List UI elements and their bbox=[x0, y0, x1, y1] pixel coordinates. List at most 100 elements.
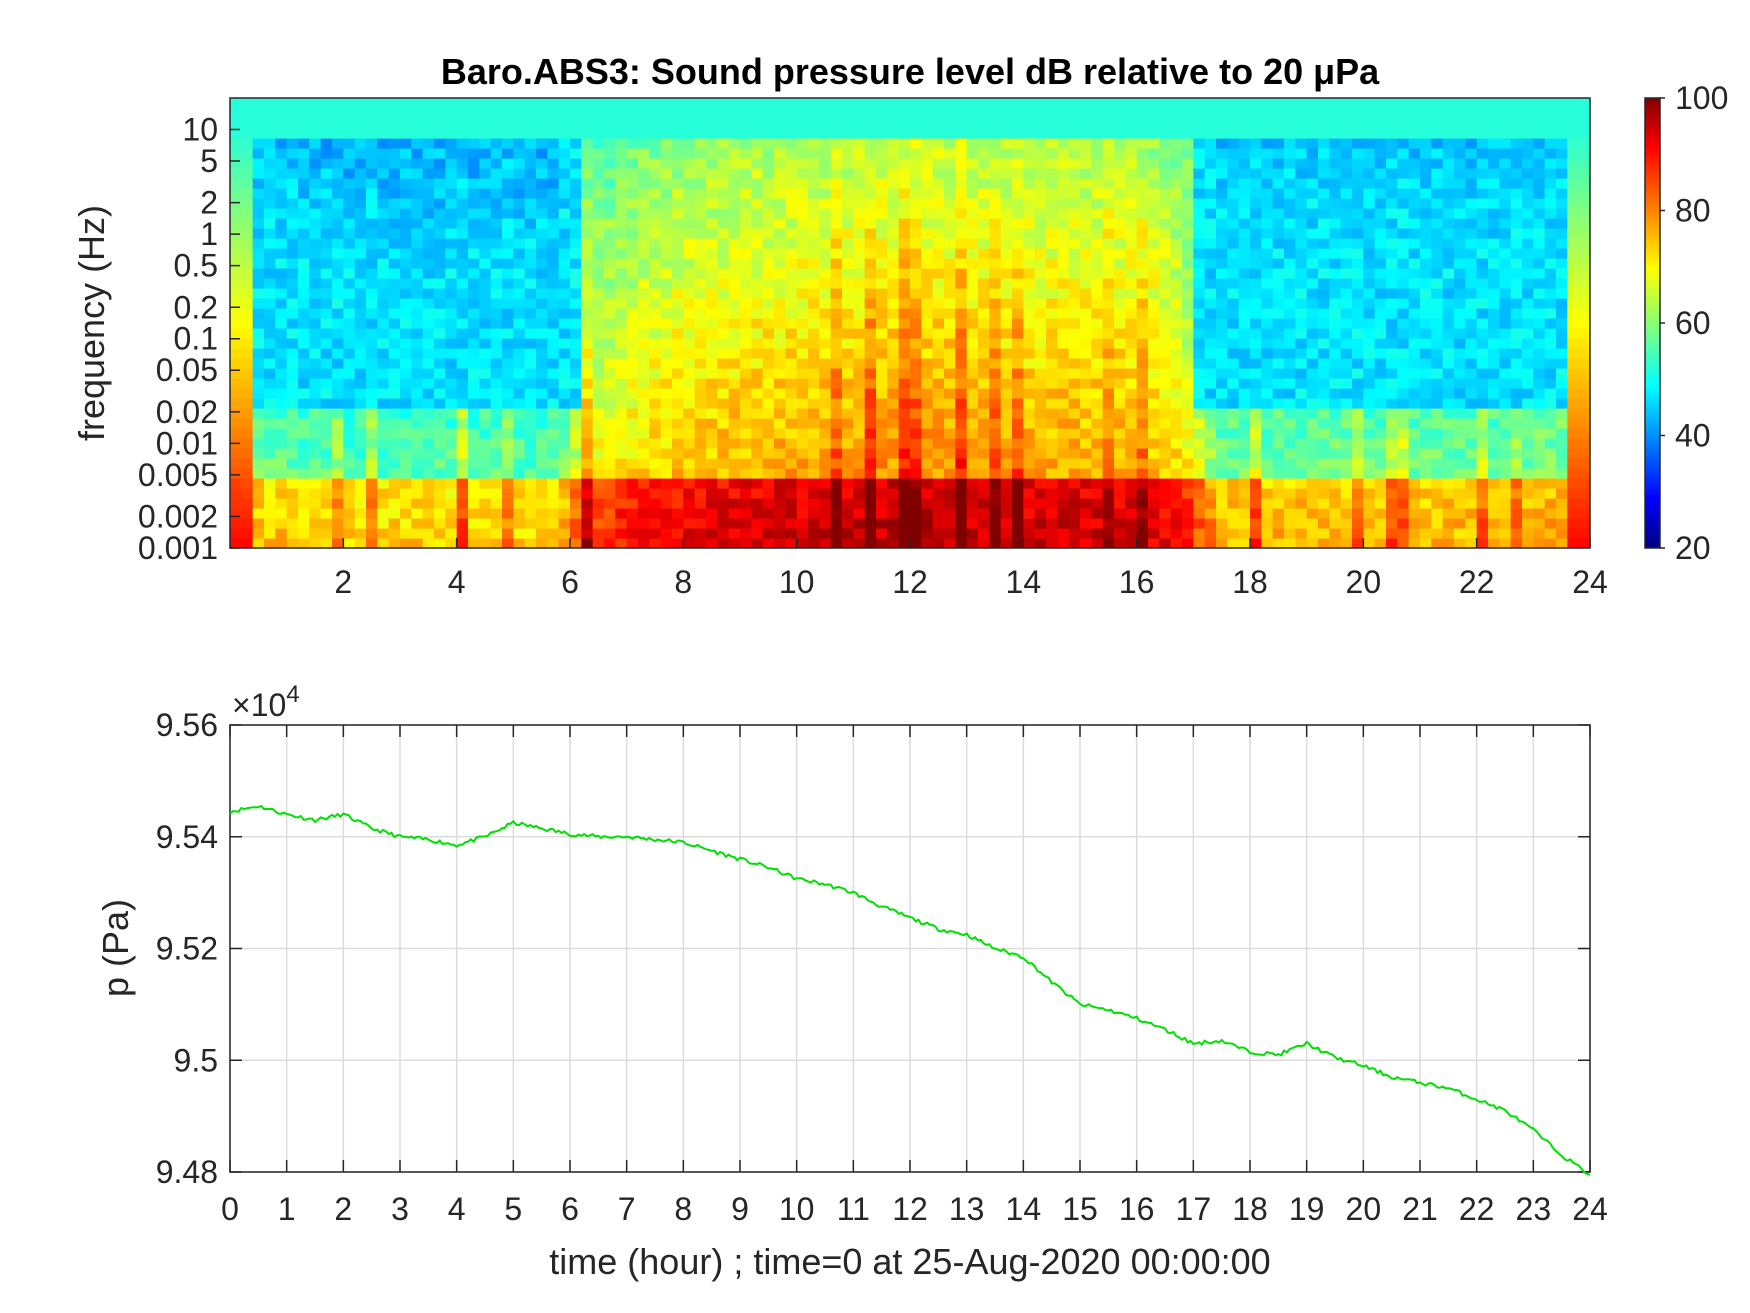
spectrogram-cell bbox=[966, 458, 979, 469]
spectrogram-cell bbox=[1114, 448, 1126, 459]
spectrogram-cell bbox=[264, 278, 276, 289]
spectrogram-cell bbox=[762, 228, 775, 239]
spectrogram-cell bbox=[1420, 378, 1432, 389]
spectrogram-cell bbox=[966, 358, 979, 369]
spectrogram-cell bbox=[1408, 448, 1421, 459]
spectrogram-cell bbox=[706, 148, 718, 159]
spectrogram-cell bbox=[1374, 208, 1387, 219]
spectrogram-cell bbox=[1057, 468, 1070, 479]
spectrogram-cell bbox=[1102, 108, 1115, 119]
spectrogram-cell bbox=[1125, 298, 1138, 309]
spectrogram-cell bbox=[944, 488, 956, 499]
spectrogram-cell bbox=[717, 98, 730, 109]
spectrogram-cell bbox=[1023, 108, 1036, 119]
spectrogram-cell bbox=[1250, 458, 1262, 469]
spectrogram-cell bbox=[434, 218, 446, 229]
spectrogram-cell bbox=[434, 168, 446, 179]
spectrogram-cell bbox=[1465, 518, 1478, 529]
spectrogram-cell bbox=[581, 278, 594, 289]
spectrogram-cell bbox=[1000, 338, 1013, 349]
spectrogram-cell bbox=[354, 508, 367, 519]
spectrogram-cell bbox=[275, 358, 288, 369]
spectrogram-cell bbox=[1431, 258, 1444, 269]
spectrogram-cell bbox=[1397, 438, 1410, 449]
spectrogram-cell bbox=[1238, 148, 1251, 159]
spectrogram-cell bbox=[1352, 288, 1364, 299]
spectrogram-cell bbox=[842, 238, 854, 249]
spectrogram-cell bbox=[1261, 538, 1274, 548]
spectrogram-cell bbox=[1136, 398, 1149, 409]
spectrogram-cell bbox=[649, 138, 662, 149]
spectrogram-cell bbox=[1272, 148, 1285, 159]
spectrogram-cell bbox=[1386, 108, 1398, 119]
spectrogram-cell bbox=[887, 498, 900, 509]
spectrogram-cell bbox=[842, 288, 854, 299]
spectrogram-cell bbox=[921, 268, 934, 279]
spectrogram-cell bbox=[853, 228, 866, 239]
spectrogram-cell bbox=[672, 538, 684, 548]
spectrogram-cell bbox=[298, 268, 310, 279]
spectrogram-cell bbox=[626, 348, 639, 359]
spectrogram-cell bbox=[1193, 138, 1206, 149]
spectrogram-cell bbox=[536, 338, 548, 349]
spectrogram-cell bbox=[1352, 428, 1364, 439]
spectrogram-cell bbox=[808, 308, 820, 319]
spectrogram-cell bbox=[502, 188, 514, 199]
spectrogram-cell bbox=[422, 288, 435, 299]
spectrogram-title: Baro.ABS3: Sound pressure level dB relat… bbox=[441, 51, 1380, 92]
spectrogram-cell bbox=[536, 298, 548, 309]
spectrogram-cell bbox=[1374, 348, 1387, 359]
spectrogram-cell bbox=[513, 138, 526, 149]
spectrogram-cell bbox=[1080, 288, 1092, 299]
spectrogram-cell bbox=[1080, 368, 1092, 379]
spectrogram-cell bbox=[1080, 408, 1092, 419]
spectrogram-cell bbox=[1080, 418, 1092, 429]
spectrogram-cell bbox=[377, 488, 390, 499]
spectrogram-cell bbox=[1125, 468, 1138, 479]
spectrogram-cell bbox=[808, 158, 820, 169]
spectrogram-cell bbox=[864, 378, 877, 389]
spectrogram-cell bbox=[241, 358, 254, 369]
spectrogram-cell bbox=[830, 528, 843, 539]
spectrogram-cell bbox=[502, 198, 514, 209]
spectrogram-cell bbox=[1374, 298, 1387, 309]
spectrogram-cell bbox=[536, 208, 548, 219]
spectrogram-cell bbox=[411, 238, 424, 249]
spectrogram-cell bbox=[1340, 118, 1353, 129]
spectrogram-cell bbox=[241, 268, 254, 279]
spectrogram-cell bbox=[921, 458, 934, 469]
spectrogram-cell bbox=[1136, 508, 1149, 519]
spectrogram-cell bbox=[1363, 268, 1376, 279]
spectrogram-cell bbox=[1057, 348, 1070, 359]
spectrogram-cell bbox=[434, 428, 446, 439]
spectrogram-cell bbox=[354, 468, 367, 479]
spectrogram-cell bbox=[1046, 468, 1058, 479]
spectrogram-cell bbox=[570, 138, 582, 149]
spectrogram-cell bbox=[1012, 388, 1024, 399]
spectrogram-cell bbox=[1091, 278, 1104, 289]
spectrogram-cell bbox=[819, 488, 832, 499]
spectrogram-cell bbox=[989, 258, 1002, 269]
spectrogram-cell bbox=[547, 488, 560, 499]
spectrogram-cell bbox=[1408, 388, 1421, 399]
spectrogram-cell bbox=[728, 268, 741, 279]
spectrogram-cell bbox=[1476, 318, 1489, 329]
spectrogram-cell bbox=[978, 508, 990, 519]
spectrogram-cell bbox=[762, 528, 775, 539]
spectrogram-cell bbox=[660, 178, 673, 189]
spectrogram-cell bbox=[615, 148, 628, 159]
spectrogram-cell bbox=[932, 178, 945, 189]
spectrogram-cell bbox=[1170, 138, 1183, 149]
spectrogram-cell bbox=[1102, 118, 1115, 129]
spectrogram-cell bbox=[1329, 278, 1342, 289]
spectrogram-cell bbox=[898, 268, 911, 279]
spectrogram-cell bbox=[978, 118, 990, 129]
spectrogram-cell bbox=[853, 158, 866, 169]
spectrogram-cell bbox=[513, 398, 526, 409]
spectrogram-cell bbox=[1080, 388, 1092, 399]
spectrogram-cell bbox=[1102, 228, 1115, 239]
spectrogram-cell bbox=[728, 468, 741, 479]
spectrogram-cell bbox=[1397, 468, 1410, 479]
spectrogram-cell bbox=[547, 298, 560, 309]
spectrogram-cell bbox=[1136, 468, 1149, 479]
